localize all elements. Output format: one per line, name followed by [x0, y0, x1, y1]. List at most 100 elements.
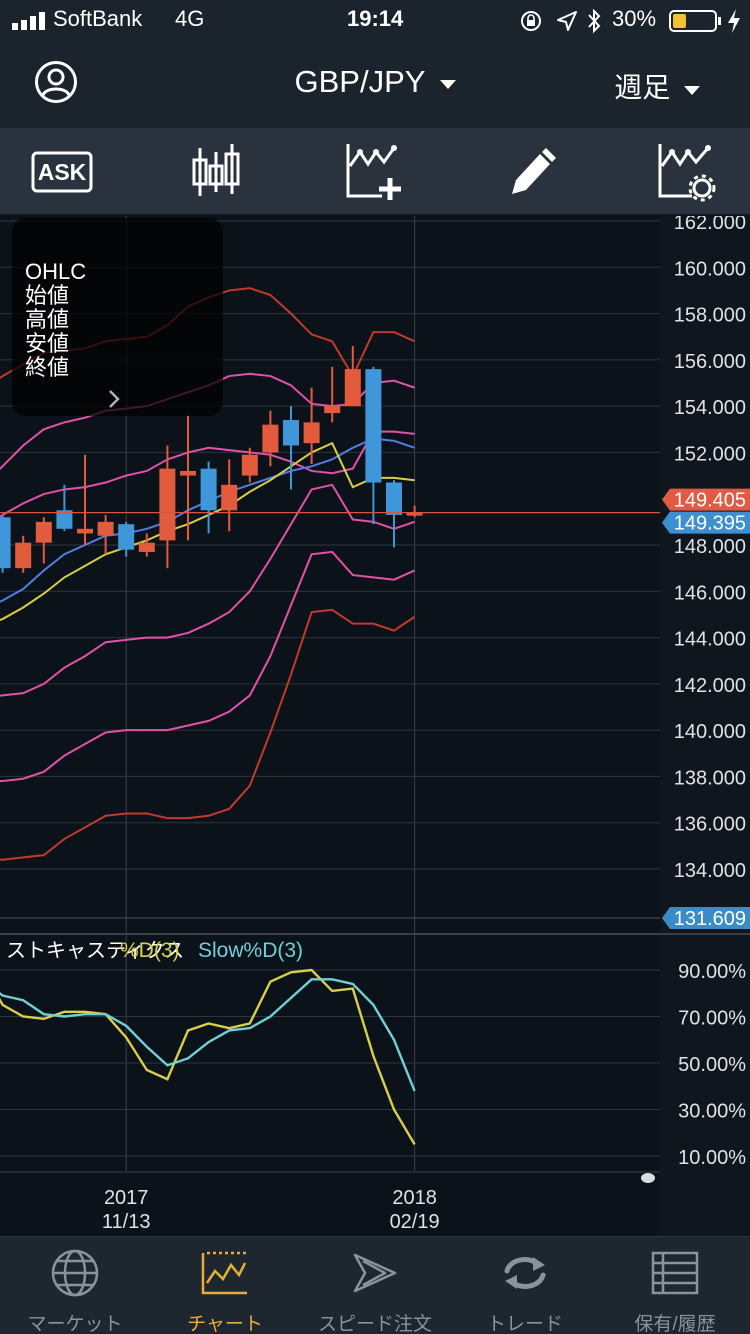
candle-body	[200, 468, 217, 511]
nav-market-label: マーケット	[27, 1314, 123, 1334]
y-tick-label: 146.000	[674, 582, 746, 604]
charging-icon	[728, 9, 740, 33]
stoch-y-tick-label: 50.00%	[678, 1054, 746, 1076]
scroll-indicator[interactable]	[641, 1173, 655, 1183]
candle-body	[0, 517, 11, 569]
candle-body	[56, 510, 73, 529]
y-tick-label: 138.000	[674, 767, 746, 789]
candle-body	[35, 521, 52, 543]
account-icon[interactable]	[34, 60, 78, 104]
high-label: 高値	[25, 307, 70, 332]
y-tick-label: 140.000	[674, 721, 746, 743]
nav-market[interactable]: マーケット	[0, 1237, 150, 1334]
chevron-right-icon[interactable]	[107, 388, 121, 410]
add-indicator-icon	[346, 144, 401, 200]
caret-down-icon	[684, 85, 700, 95]
battery-icon	[669, 10, 721, 32]
candlestick-icon	[192, 144, 240, 196]
add-indicator-button[interactable]	[334, 138, 414, 206]
x-tick-date: 02/19	[390, 1211, 440, 1233]
candle-body	[97, 521, 114, 536]
network-type: 4G	[175, 6, 205, 31]
nav-trade[interactable]: トレード	[450, 1237, 600, 1334]
band-lower-1	[0, 483, 415, 697]
candle-body	[221, 484, 238, 511]
close-label: 終値	[25, 355, 70, 380]
y-tick-label: 136.000	[674, 814, 746, 836]
stoch-y-tick-label: 90.00%	[678, 961, 746, 983]
refresh-arrows-icon	[504, 1257, 546, 1289]
rotation-lock-icon	[521, 11, 541, 31]
chart-type-button[interactable]	[176, 138, 256, 206]
candle-body	[138, 542, 155, 552]
y-tick-label: 160.000	[674, 258, 746, 280]
bid-price-tag: 149.405	[674, 490, 746, 512]
candle-body	[406, 512, 423, 516]
nav-positions-history-label: 保有/履歴	[634, 1314, 716, 1334]
band-lower-3	[0, 608, 416, 861]
bluetooth-icon	[588, 8, 601, 34]
candle-body	[77, 528, 93, 534]
chart-settings-icon	[658, 144, 716, 202]
nav-positions-history[interactable]: 保有/履歴	[600, 1237, 750, 1334]
chart-toolbar: ASK	[0, 128, 750, 216]
candle-body	[303, 422, 320, 444]
currency-pair-selector[interactable]: GBP/JPY	[0, 64, 750, 100]
nav-chart[interactable]: チャート	[150, 1237, 300, 1334]
pencil-icon	[512, 148, 556, 194]
y-tick-label: 162.000	[674, 216, 746, 234]
header: GBP/JPY 週足	[0, 42, 750, 128]
band-lower-2	[0, 550, 416, 783]
ohlc-title: OHLC	[25, 259, 87, 284]
y-tick-label: 158.000	[674, 305, 746, 327]
ohlc-panel[interactable]: OHLC 始値 高値 安値 終値	[12, 218, 223, 416]
y-tick-label: 144.000	[674, 629, 746, 651]
ask-price-tag-bg	[662, 511, 750, 534]
candle-body	[283, 420, 299, 446]
nav-speed-order-label: スピード注文	[317, 1314, 432, 1334]
low-marker-tag-bg	[662, 907, 750, 929]
y-tick-label: 152.000	[674, 443, 746, 465]
y-tick-label: 156.000	[674, 351, 746, 373]
candle-body	[262, 424, 279, 453]
x-tick-year: 2017	[104, 1187, 149, 1209]
ask-toggle-button[interactable]: ASK	[22, 138, 102, 206]
period-label: 週足	[614, 72, 671, 103]
ask-label: ASK	[37, 159, 87, 185]
stochastic-legend-slow-d: Slow%D(3)	[198, 939, 303, 962]
candle-body	[241, 454, 258, 476]
signal-icon	[12, 12, 45, 30]
period-selector[interactable]: 週足	[614, 66, 700, 106]
low-label: 安値	[25, 331, 70, 356]
status-bar: SoftBank 4G 19:14 30%	[0, 0, 750, 42]
y-tick-label: 148.000	[674, 536, 746, 558]
x-tick-date: 11/13	[102, 1211, 151, 1233]
currency-pair-label: GBP/JPY	[294, 64, 425, 99]
ask-icon	[31, 151, 93, 193]
candle-body	[180, 470, 196, 476]
stoch-y-tick-label: 10.00%	[678, 1147, 746, 1169]
bid-price-tag-bg	[662, 488, 750, 511]
low-marker-tag: 131.609	[674, 908, 746, 930]
battery-percent: 30%	[612, 6, 657, 31]
y-tick-label: 154.000	[674, 397, 746, 419]
band-midline	[0, 437, 415, 603]
globe-icon	[51, 1249, 99, 1297]
nav-speed-order[interactable]: スピード注文	[300, 1237, 450, 1334]
indicator-settings-button[interactable]	[646, 138, 726, 206]
nav-trade-label: トレード	[486, 1314, 563, 1334]
ask-price-tag: 149.395	[674, 513, 746, 535]
list-icon	[651, 1251, 699, 1295]
stoch-y-tick-label: 70.00%	[678, 1008, 746, 1030]
nav-chart-label: チャート	[187, 1314, 263, 1334]
open-label: 始値	[25, 283, 70, 308]
draw-button[interactable]	[490, 138, 570, 206]
chart-icon	[201, 1251, 247, 1295]
candle-body	[365, 369, 382, 483]
y-tick-label: 142.000	[674, 675, 746, 697]
x-tick-year: 2018	[392, 1187, 437, 1209]
candle-body	[324, 406, 341, 414]
candle-body	[118, 524, 135, 550]
band-ma	[0, 441, 415, 621]
